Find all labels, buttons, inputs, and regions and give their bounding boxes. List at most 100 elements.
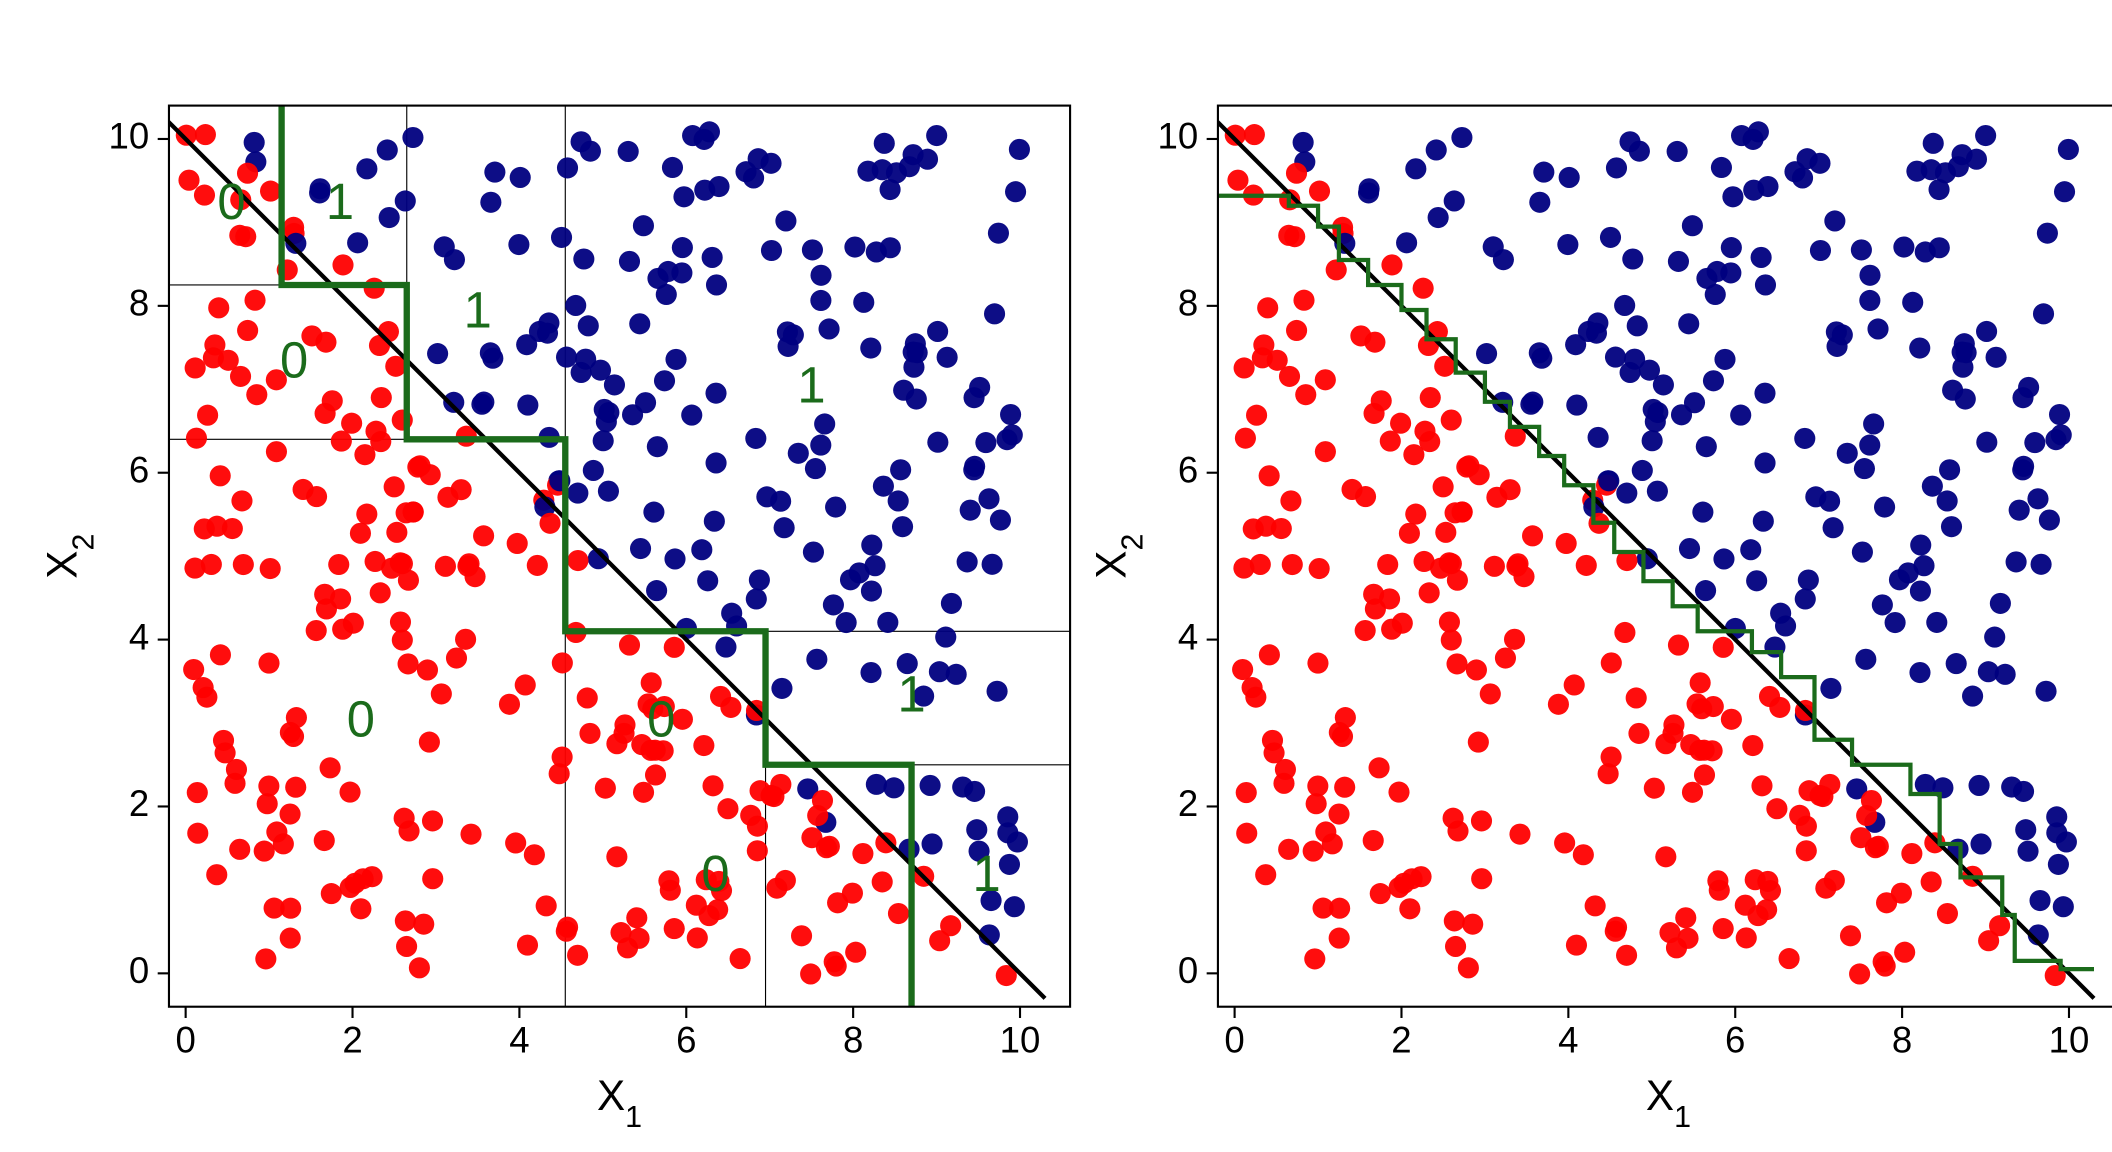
point-blue xyxy=(1711,157,1732,178)
point-red xyxy=(1381,254,1402,275)
point-red xyxy=(233,554,254,575)
point-blue xyxy=(1598,470,1619,491)
point-red xyxy=(194,185,215,206)
point-red xyxy=(1377,554,1398,575)
point-blue xyxy=(814,413,835,434)
point-red xyxy=(1307,775,1328,796)
point-blue xyxy=(872,159,893,180)
point-blue xyxy=(1721,237,1742,258)
point-red xyxy=(1713,918,1734,939)
point-red xyxy=(1458,957,1479,978)
point-red xyxy=(507,533,528,554)
point-blue xyxy=(984,303,1005,324)
point-red xyxy=(1751,775,1772,796)
point-blue xyxy=(694,180,715,201)
point-red xyxy=(1439,611,1460,632)
point-blue xyxy=(941,593,962,614)
point-blue xyxy=(866,241,887,262)
point-red xyxy=(457,556,478,577)
point-red xyxy=(1413,278,1434,299)
point-blue xyxy=(706,274,727,295)
point-blue xyxy=(704,511,725,532)
point-blue xyxy=(347,232,368,253)
point-blue xyxy=(578,315,599,336)
point-red xyxy=(195,124,216,145)
point-blue xyxy=(1682,215,1703,236)
point-blue xyxy=(883,777,904,798)
point-blue xyxy=(1889,569,1910,590)
point-red xyxy=(1328,803,1349,824)
point-blue xyxy=(2009,500,2030,521)
point-red xyxy=(1548,694,1569,715)
point-red xyxy=(178,170,199,191)
point-blue xyxy=(1909,662,1930,683)
point-red xyxy=(386,522,407,543)
point-blue xyxy=(573,248,594,269)
point-blue xyxy=(761,240,782,261)
point-red xyxy=(1894,942,1915,963)
point-red xyxy=(1369,757,1390,778)
point-red xyxy=(770,774,791,795)
point-blue xyxy=(1954,333,1975,354)
point-red xyxy=(409,957,430,978)
point-red xyxy=(392,553,413,574)
y-tick-label: 4 xyxy=(129,616,149,657)
point-blue xyxy=(2053,896,2074,917)
point-red xyxy=(1601,746,1622,767)
point-red xyxy=(1278,839,1299,860)
point-red xyxy=(1335,707,1356,728)
point-red xyxy=(1286,163,1307,184)
point-blue xyxy=(1703,370,1724,391)
point-red xyxy=(1694,740,1715,761)
point-red xyxy=(1856,805,1877,826)
point-red xyxy=(1399,523,1420,544)
point-blue xyxy=(1855,649,1876,670)
point-red xyxy=(193,677,214,698)
point-blue xyxy=(1743,129,1764,150)
point-red xyxy=(1756,899,1777,920)
point-red xyxy=(186,428,207,449)
point-blue xyxy=(818,318,839,339)
point-red xyxy=(293,479,314,500)
point-red xyxy=(1363,830,1384,851)
point-blue xyxy=(2037,223,2058,244)
point-red xyxy=(1236,823,1257,844)
point-blue xyxy=(702,247,723,268)
point-red xyxy=(339,782,360,803)
point-red xyxy=(395,910,416,931)
point-blue xyxy=(969,377,990,398)
point-blue xyxy=(1902,292,1923,313)
point-red xyxy=(1420,387,1441,408)
point-red xyxy=(1471,810,1492,831)
point-red xyxy=(1244,124,1265,145)
point-red xyxy=(1840,925,1861,946)
point-red xyxy=(328,554,349,575)
point-blue xyxy=(1679,538,1700,559)
point-red xyxy=(1796,816,1817,837)
point-red xyxy=(1370,883,1391,904)
point-blue xyxy=(1792,167,1813,188)
point-red xyxy=(1742,735,1763,756)
point-blue xyxy=(1915,774,1936,795)
point-red xyxy=(187,823,208,844)
point-blue xyxy=(861,580,882,601)
point-blue xyxy=(427,343,448,364)
point-blue xyxy=(2018,377,2039,398)
point-blue xyxy=(888,490,909,511)
region-label: 1 xyxy=(326,173,354,230)
point-red xyxy=(1286,320,1307,341)
point-red xyxy=(1282,554,1303,575)
point-red xyxy=(1235,428,1256,449)
point-red xyxy=(1576,555,1597,576)
point-red xyxy=(852,843,873,864)
point-red xyxy=(1242,677,1263,698)
point-blue xyxy=(927,432,948,453)
point-blue xyxy=(1565,334,1586,355)
point-blue xyxy=(1629,141,1650,162)
point-red xyxy=(1399,898,1420,919)
point-blue xyxy=(810,265,831,286)
point-blue xyxy=(966,819,987,840)
x-axis-label: X1 xyxy=(1646,1072,1691,1134)
point-blue xyxy=(746,588,767,609)
point-blue xyxy=(1859,290,1880,311)
